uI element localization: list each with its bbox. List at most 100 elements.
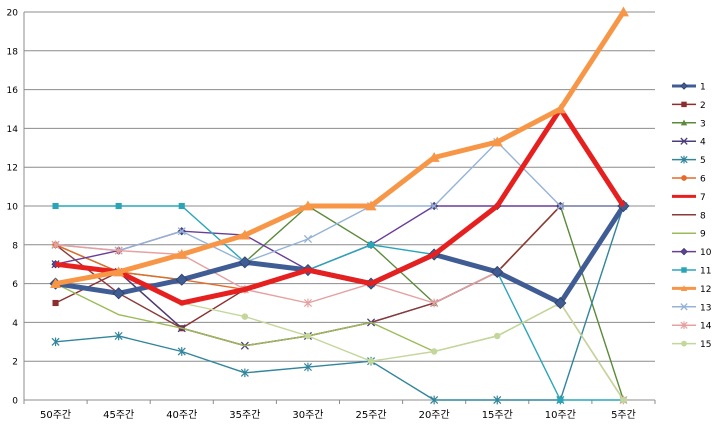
data-point	[680, 155, 688, 164]
data-point	[428, 152, 440, 162]
y-tick-label: 6	[12, 280, 18, 290]
data-point	[303, 234, 313, 244]
data-point	[557, 396, 564, 404]
data-point	[302, 200, 314, 211]
series-lines	[49, 6, 630, 405]
data-point	[620, 396, 627, 404]
series-13	[51, 137, 628, 267]
data-point	[367, 357, 375, 365]
data-point	[681, 267, 687, 273]
data-point	[51, 337, 60, 347]
series-3	[51, 202, 628, 403]
legend-label: 13	[700, 303, 711, 313]
data-point	[113, 266, 125, 277]
data-point	[680, 82, 688, 90]
legend-entry-4: 4	[672, 137, 706, 148]
data-point	[303, 298, 312, 308]
series-line-3	[55, 205, 625, 401]
data-point	[114, 331, 123, 341]
legend-entry-1: 1	[672, 82, 706, 93]
data-point	[238, 256, 251, 269]
legend-label: 3	[700, 119, 706, 129]
data-point	[177, 227, 186, 236]
data-point	[176, 249, 188, 259]
series-5	[51, 201, 628, 405]
data-point	[240, 368, 249, 378]
legend-entry-13: 13	[672, 303, 711, 313]
legend-entry-2: 2	[672, 101, 706, 111]
series-12	[50, 6, 629, 288]
data-point	[430, 395, 439, 405]
series-line-13	[55, 141, 624, 263]
data-point	[241, 313, 249, 320]
data-point	[493, 395, 502, 405]
data-point	[491, 265, 504, 279]
data-point	[303, 362, 312, 372]
data-point	[178, 202, 185, 210]
data-point	[617, 6, 629, 17]
series-7	[55, 106, 626, 306]
y-tick-label: 12	[7, 164, 18, 174]
legend-label: 15	[700, 340, 711, 350]
data-point	[554, 296, 567, 310]
legend-label: 7	[700, 193, 706, 203]
y-tick-label: 20	[7, 9, 19, 19]
legend-entry-12: 12	[672, 285, 711, 295]
x-tick-label: 15주간	[482, 409, 513, 421]
data-point	[177, 347, 186, 356]
legend-label: 6	[700, 175, 706, 185]
x-tick-label: 45주간	[103, 409, 134, 421]
series-line-10	[55, 205, 624, 271]
x-tick-label: 5주간	[611, 409, 636, 421]
data-point	[556, 201, 565, 211]
data-point	[491, 136, 503, 147]
y-tick-label: 18	[7, 47, 19, 57]
x-tick-label: 10주간	[545, 409, 576, 421]
x-tick-label: 25주간	[355, 409, 386, 421]
legend-label: 10	[700, 248, 712, 258]
data-point	[175, 273, 188, 286]
y-tick-label: 0	[12, 397, 18, 407]
legend-entry-6: 6	[672, 175, 706, 185]
data-point	[50, 278, 62, 288]
data-point	[554, 103, 566, 114]
legend-label: 14	[700, 322, 712, 332]
y-tick-label: 10	[7, 203, 19, 213]
y-tick-label: 14	[7, 125, 19, 135]
data-point	[680, 285, 688, 291]
legend-label: 12	[700, 285, 711, 295]
series-1	[49, 199, 630, 310]
data-point	[115, 202, 122, 210]
series-line-1	[55, 204, 626, 306]
data-point	[681, 340, 687, 347]
data-point	[681, 175, 687, 181]
data-point	[494, 332, 501, 340]
y-tick-label: 4	[12, 319, 18, 329]
legend-label: 9	[700, 230, 706, 240]
legend-entry-5: 5	[672, 155, 706, 166]
series-11	[52, 202, 627, 404]
data-point	[680, 321, 688, 330]
data-point	[304, 332, 312, 340]
data-point	[239, 229, 251, 240]
data-point	[365, 200, 377, 211]
legend-entry-9: 9	[672, 230, 706, 240]
legend-entry-8: 8	[672, 211, 706, 221]
x-tick-label: 40주간	[166, 409, 197, 421]
y-tick-label: 8	[12, 241, 18, 251]
data-point	[51, 240, 60, 250]
x-tick-label: 50주간	[40, 409, 71, 421]
data-point	[680, 119, 688, 126]
series-line-7	[55, 106, 626, 306]
legend-entry-3: 3	[672, 119, 706, 129]
data-point	[430, 298, 439, 308]
data-point	[114, 246, 123, 255]
legend-entry-11: 11	[672, 267, 711, 277]
series-line-11	[55, 205, 624, 401]
series-line-5	[55, 205, 625, 401]
legend-label: 2	[700, 101, 706, 111]
legend-label: 4	[700, 138, 706, 148]
legend-label: 1	[700, 83, 706, 93]
